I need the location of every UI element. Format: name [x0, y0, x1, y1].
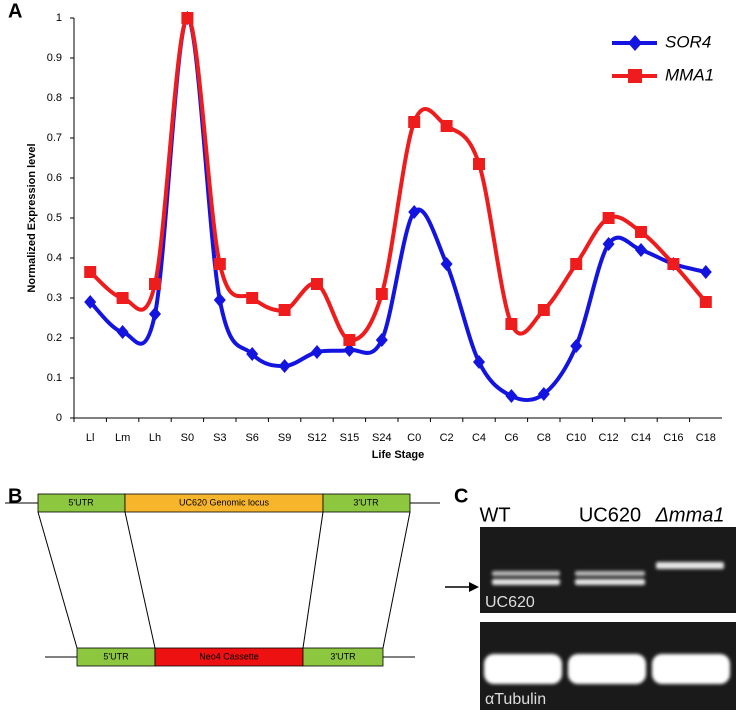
marker [635, 226, 647, 238]
marker [84, 266, 97, 278]
x-tick-label: S15 [340, 432, 360, 444]
marker [440, 120, 453, 132]
panel-label: C [454, 485, 468, 507]
box-label: 5'UTR [68, 497, 94, 507]
x-tick-label: C14 [631, 432, 651, 444]
y-tick-label: 0.6 [47, 172, 62, 184]
x-tick-label: S3 [213, 432, 226, 444]
x-tick-label: C16 [663, 432, 683, 444]
y-axis-title: Normalized Expression level [26, 143, 38, 292]
gel: WT UC620 Δmma1 UC620 αTubulin [445, 504, 736, 710]
box-label: Neo4 Cassette [199, 651, 259, 661]
marker [473, 355, 485, 369]
marker [343, 334, 356, 346]
y-tick-label: 1 [56, 12, 62, 24]
legend-marker [628, 35, 642, 51]
series-line [88, 15, 708, 343]
lane-label: WT [479, 504, 510, 526]
box-label: UC620 Genomic locus [179, 497, 270, 507]
x-tick-label: C10 [566, 432, 586, 444]
x-tick-label: C6 [504, 432, 518, 444]
marker [473, 158, 485, 170]
x-tick-label: C18 [696, 432, 716, 444]
panel-label: B [8, 485, 22, 507]
marker [570, 339, 583, 353]
box-label: 3'UTR [330, 651, 356, 661]
marker [311, 278, 323, 290]
lane-label: Δmma1 [655, 504, 725, 526]
x-tick-label: Lh [149, 432, 161, 444]
x-tick-label: S12 [307, 432, 327, 444]
marker [278, 359, 291, 373]
x-tick-label: S24 [372, 432, 392, 444]
marker [149, 278, 161, 290]
marker [570, 258, 583, 270]
marker [278, 304, 291, 316]
x-tick-label: C8 [537, 432, 551, 444]
y-tick-label: 0.5 [47, 212, 62, 224]
x-tick-label: S0 [181, 432, 194, 444]
marker [116, 292, 129, 304]
marker [537, 387, 550, 401]
marker [537, 304, 550, 316]
y-tick-label: 0.1 [47, 372, 62, 384]
marker [505, 318, 518, 330]
y-tick-label: 0.4 [47, 252, 62, 264]
marker [408, 116, 421, 128]
panel-label: A [8, 0, 22, 22]
x-axis-title: Life Stage [372, 449, 425, 461]
box-label: 3'UTR [353, 497, 379, 507]
x-tick-label: C12 [599, 432, 619, 444]
marker [505, 389, 518, 403]
marker [311, 345, 323, 359]
x-tick-label: Lm [115, 432, 130, 444]
y-tick-label: 0.2 [47, 332, 62, 344]
marker [343, 343, 356, 357]
marker [246, 347, 259, 361]
marker [246, 292, 259, 304]
marker [213, 293, 226, 307]
marker [408, 205, 421, 219]
marker [375, 288, 388, 300]
construct-diagram: 5'UTR UC620 Genomic locus 3'UTR 5'UTR Ne… [5, 493, 440, 667]
y-tick-label: 0.9 [47, 52, 62, 64]
marker [116, 325, 129, 339]
y-tick-label: 0.8 [47, 92, 62, 104]
x-tick-label: Ll [86, 432, 95, 444]
legend-label: MMA1 [665, 65, 714, 84]
x-tick-label: S9 [278, 432, 291, 444]
x-tick-label: C0 [407, 432, 421, 444]
marker [213, 258, 226, 270]
y-tick-label: 0.3 [47, 292, 62, 304]
blot-label: αTubulin [485, 691, 546, 708]
marker [375, 333, 388, 347]
x-tick-label: C2 [440, 432, 454, 444]
marker [440, 257, 453, 271]
marker [84, 295, 97, 309]
blot-label: UC620 [485, 594, 535, 611]
marker [602, 212, 615, 224]
y-tick-label: 0 [56, 412, 62, 424]
marker [699, 265, 712, 279]
y-tick-label: 0.7 [47, 132, 62, 144]
x-tick-label: S6 [245, 432, 258, 444]
x-tick-label: C4 [472, 432, 486, 444]
marker [635, 243, 647, 257]
box-label: 5'UTR [103, 651, 129, 661]
legend-marker [628, 69, 642, 83]
legend-label: SOR4 [665, 32, 711, 51]
marker [699, 296, 712, 308]
lane-label: UC620 [579, 504, 641, 526]
marker [181, 12, 194, 24]
marker [667, 258, 680, 270]
marker [602, 237, 615, 251]
marker [149, 307, 161, 321]
